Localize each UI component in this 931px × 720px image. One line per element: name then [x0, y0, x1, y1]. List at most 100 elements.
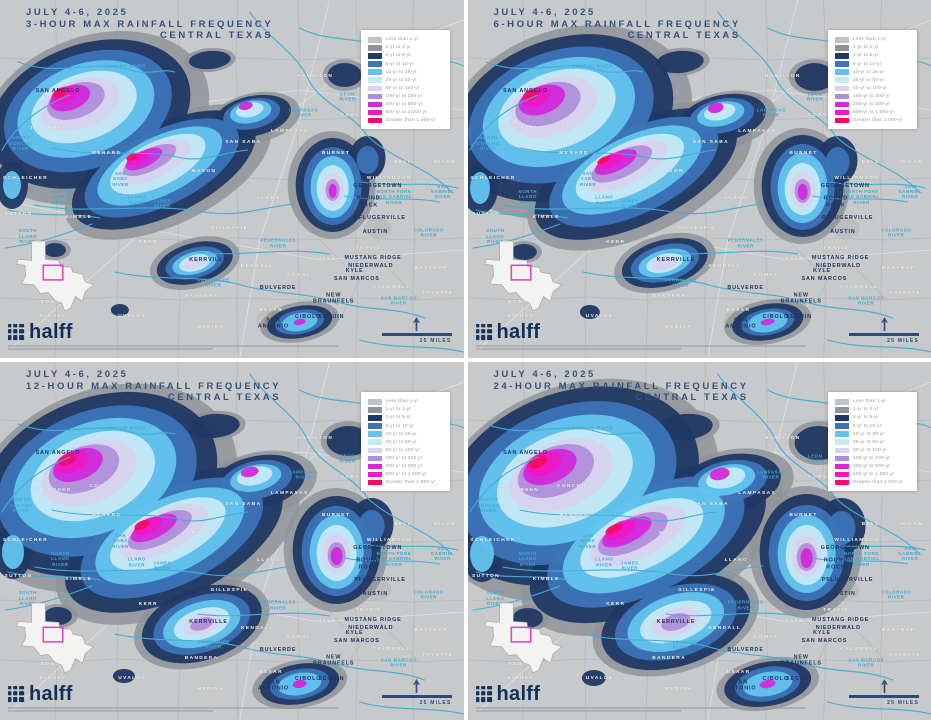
legend-label: 2-yr to 5-yr — [853, 415, 879, 421]
legend-label: 500-yr to 1,000-yr — [385, 110, 427, 116]
legend-row: 10-yr to 25-yr — [835, 69, 911, 75]
legend-swatch — [835, 471, 849, 478]
scale-bar: 25 MILES — [381, 317, 452, 344]
legend-swatch — [835, 439, 849, 445]
legend-label: 100-yr to 200-yr — [853, 93, 891, 99]
legend-row: 200-yr to 500-yr — [367, 101, 444, 108]
legend-label: Greater than 1,000-yr — [385, 118, 436, 124]
legend-row: 50-yr to 100-yr — [367, 85, 444, 92]
legend-swatch — [367, 439, 382, 445]
legend-row: 50-yr to 100-yr — [367, 447, 444, 454]
attribution-fineprint — [8, 344, 338, 352]
legend-row: 5-yr to 10-yr — [835, 61, 911, 67]
north-arrow-icon — [880, 317, 888, 332]
title-main: 24-HOUR MAX RAINFALL FREQUENCY — [493, 380, 749, 392]
title-region: CENTRAL TEXAS — [635, 392, 749, 403]
extent-rectangle-icon — [42, 626, 64, 643]
legend-swatch — [835, 399, 849, 405]
map-panel-12-hour: TOM GREEN CONCHO MENARD SCHLEICHER SUTTON KIM… — [0, 362, 464, 720]
legend-row: 5-yr to 10-yr — [367, 61, 444, 67]
legend-label: 500-yr to 1,000-yr — [853, 472, 895, 478]
legend-label: 200-yr to 500-yr — [385, 102, 423, 107]
legend-label: 10-yr to 25-yr — [853, 431, 885, 437]
legend-label: 5-yr to 10-yr — [385, 61, 414, 67]
legend-swatch — [367, 93, 382, 100]
texas-outline — [484, 602, 562, 674]
legend-row: Greater than 1,000-yr — [367, 117, 444, 124]
legend-swatch — [367, 109, 382, 116]
legend-swatch — [835, 423, 849, 429]
halff-logo-text: halff — [29, 683, 73, 705]
legend-row: 10-yr to 25-yr — [367, 69, 444, 75]
north-arrow-icon — [413, 679, 420, 694]
legend-swatch — [367, 407, 382, 413]
legend-row: 100-yr to 200-yr — [367, 93, 444, 100]
legend-row: 2-yr to 5-yr — [835, 53, 911, 59]
title-date: JULY 4-6, 2025 — [493, 369, 596, 380]
legend-swatch — [835, 77, 849, 83]
north-arrow-icon — [413, 317, 420, 332]
legend-swatch — [367, 61, 382, 67]
legend-swatch — [835, 93, 849, 100]
legend-swatch — [367, 85, 382, 92]
legend-row: Less than 1-yr — [835, 37, 911, 43]
legend-swatch — [367, 37, 382, 43]
attribution-fineprint — [475, 706, 806, 714]
legend: Less than 1-yr 1-yr to 2-yr 2-yr to 5-yr 5-… — [828, 392, 917, 492]
legend-row: 1-yr to 2-yr — [367, 407, 444, 413]
scale-bar: 25 MILES — [849, 317, 919, 344]
legend: Less than 1-yr 1-yr to 2-yr 2-yr to 5-yr 5-… — [360, 30, 450, 130]
halff-logo-icon — [475, 686, 492, 703]
legend-row: 10-yr to 25-yr — [835, 431, 911, 437]
legend-swatch — [367, 423, 382, 429]
legend-label: 50-yr to 100-yr — [853, 447, 888, 453]
legend-row: 25-yr to 50-yr — [835, 77, 911, 83]
halff-logo-icon — [8, 686, 25, 703]
legend-row: 500-yr to 1,000-yr — [835, 109, 911, 116]
legend-swatch — [367, 415, 382, 421]
legend-row: 1-yr to 2-yr — [367, 45, 444, 51]
map-canvas — [467, 362, 931, 720]
map-title: JULY 4-6, 2025 3-HOUR MAX RAINFALL FREQU… — [26, 7, 273, 42]
legend-label: 500-yr to 1,000-yr — [385, 472, 427, 478]
legend-label: 10-yr to 25-yr — [385, 431, 417, 437]
extent-rectangle-icon — [510, 264, 532, 281]
legend-label: 2-yr to 5-yr — [385, 415, 412, 421]
legend-row: 500-yr to 1,000-yr — [835, 471, 911, 478]
attribution-fineprint — [475, 344, 806, 352]
legend-label: 50-yr to 100-yr — [385, 85, 420, 91]
legend-swatch — [835, 61, 849, 67]
legend-label: 25-yr to 50-yr — [853, 439, 885, 445]
map-canvas — [467, 0, 931, 358]
legend-row: 5-yr to 10-yr — [835, 423, 911, 429]
title-main: 12-HOUR MAX RAINFALL FREQUENCY — [26, 380, 282, 392]
legend-swatch — [835, 431, 849, 437]
halff-logo-icon — [475, 324, 492, 341]
legend-row: Greater than 1,000-yr — [835, 479, 911, 486]
texas-inset — [484, 602, 562, 674]
legend-row: 50-yr to 100-yr — [835, 85, 911, 92]
title-date: JULY 4-6, 2025 — [493, 7, 596, 18]
extent-rectangle-icon — [510, 626, 532, 643]
title-main: 6-HOUR MAX RAINFALL FREQUENCY — [493, 18, 741, 30]
legend-swatch — [367, 399, 382, 405]
scale-bar: 25 MILES — [381, 679, 452, 706]
legend-swatch — [367, 77, 382, 83]
halff-logo-text: halff — [496, 683, 541, 705]
map-panel-6-hour: TOM GREEN CONCHO MENARD SCHLEICHER SUTTON KIM… — [467, 0, 931, 358]
legend-swatch — [835, 101, 849, 108]
legend-label: 1-yr to 2-yr — [385, 45, 412, 51]
legend-swatch — [835, 415, 849, 421]
legend-row: Greater than 1,000-yr — [367, 479, 444, 486]
scale-line — [849, 333, 919, 336]
legend-label: 100-yr to 200-yr — [385, 93, 423, 99]
legend-swatch — [835, 69, 849, 75]
legend-row: 200-yr to 500-yr — [367, 463, 444, 470]
legend-row: 100-yr to 200-yr — [367, 455, 444, 462]
legend-label: 50-yr to 100-yr — [853, 85, 888, 91]
legend-label: Less than 1-yr — [385, 399, 419, 405]
legend: Less than 1-yr 1-yr to 2-yr 2-yr to 5-yr 5-… — [828, 30, 917, 130]
legend-label: 50-yr to 100-yr — [385, 447, 420, 453]
legend-label: 1-yr to 2-yr — [853, 45, 879, 51]
